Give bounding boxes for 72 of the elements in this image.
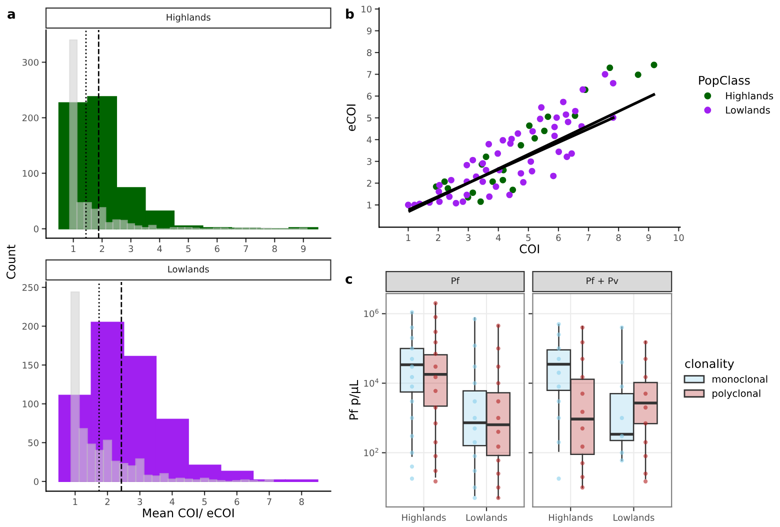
chart-title: Pf xyxy=(452,277,460,284)
y-tick-label: 7 xyxy=(367,71,372,78)
legend-label: monoclonal xyxy=(712,375,768,383)
x-tick-label: 8 xyxy=(299,498,304,506)
x-tick-label: 7 xyxy=(244,245,248,252)
x-tick-label: 10 xyxy=(674,234,684,242)
legend-label: polyclonal xyxy=(712,389,760,399)
x-tick-label: Lowlands xyxy=(466,514,508,521)
x-tick-label: 8 xyxy=(616,234,621,242)
x-tick-label: Lowlands xyxy=(614,514,654,521)
legend-label: Highlands xyxy=(726,92,774,102)
y-tick-label: 10 xyxy=(362,6,372,13)
x-axis-title: COI xyxy=(520,244,539,254)
chart-title: Lowlands xyxy=(168,266,209,273)
x-tick-label: 5 xyxy=(186,245,190,252)
y-tick-label: 250 xyxy=(22,284,38,291)
x-tick-label: 2 xyxy=(100,245,104,252)
y-tick-label: 9 xyxy=(366,27,372,34)
x-tick-label: 1 xyxy=(406,234,410,241)
y-tick-label: 50 xyxy=(28,439,38,446)
x-tick-label: 3 xyxy=(128,245,134,252)
x-tick-label: 3 xyxy=(466,234,470,242)
text: a xyxy=(8,11,15,19)
x-tick-label: 5 xyxy=(526,234,530,242)
y-axis-title: Pf p/μL xyxy=(349,380,360,420)
y-tick-label: 0 xyxy=(34,478,38,486)
x-tick-label: 9 xyxy=(301,245,306,252)
chart-title: Pf + Pv xyxy=(586,277,618,284)
y-tick-label: 8 xyxy=(367,49,372,56)
chart-title: Highlands xyxy=(166,14,210,22)
x-tick-label: 7 xyxy=(586,234,591,241)
x-tick-label: 2 xyxy=(436,234,440,241)
y-tick-label: 150 xyxy=(22,362,38,369)
y-tick-label: 200 xyxy=(22,114,38,122)
x-tick-label: 6 xyxy=(214,245,220,252)
y-tick-label: 100 xyxy=(22,170,38,177)
x-tick-label: 6 xyxy=(234,498,240,506)
x-tick-label: 4 xyxy=(157,245,162,252)
y-tick-label: 4 xyxy=(366,136,372,144)
x-tick-label: 7 xyxy=(267,498,272,505)
x-tick-label: Highlands xyxy=(549,514,593,523)
y-tick-label: 5 xyxy=(367,114,372,122)
y-tick-label: 10$^{6}$ xyxy=(364,308,378,318)
y-tick-label: 300 xyxy=(22,58,38,66)
y-tick-label: 1 xyxy=(367,202,372,208)
y-axis-title: Count xyxy=(6,244,16,279)
x-tick-label: 5 xyxy=(202,498,207,506)
legend-label: Lowlands xyxy=(726,106,770,114)
x-tick-label: 8 xyxy=(272,245,277,252)
legend-title: clonality xyxy=(685,358,734,370)
x-tick-label: 3 xyxy=(138,498,142,506)
y-tick-label: 10$^{4}$ xyxy=(364,378,379,387)
x-tick-label: 2 xyxy=(105,498,110,505)
x-tick-label: 4 xyxy=(170,498,175,505)
x-tick-label: 1 xyxy=(73,498,78,505)
text: c xyxy=(346,276,352,284)
y-axis-title: eCOI xyxy=(346,104,356,132)
y-tick-label: 10$^{2}$ xyxy=(364,448,378,456)
y-tick-label: 0 xyxy=(34,225,38,232)
x-axis-title: Mean COI/ eCOI xyxy=(143,508,234,518)
text: b xyxy=(346,8,354,19)
y-tick-label: 3 xyxy=(367,158,372,165)
x-tick-label: 9 xyxy=(646,234,651,242)
x-tick-label: Highlands xyxy=(402,514,446,523)
y-tick-label: 2 xyxy=(367,180,372,187)
x-tick-label: 4 xyxy=(496,234,501,241)
y-tick-label: 200 xyxy=(22,322,38,330)
legend-title: PopClass xyxy=(699,76,750,88)
x-tick-label: 1 xyxy=(71,245,76,252)
x-tick-label: 6 xyxy=(556,234,561,242)
y-tick-label: 6 xyxy=(367,92,372,100)
y-tick-label: 100 xyxy=(22,400,38,408)
